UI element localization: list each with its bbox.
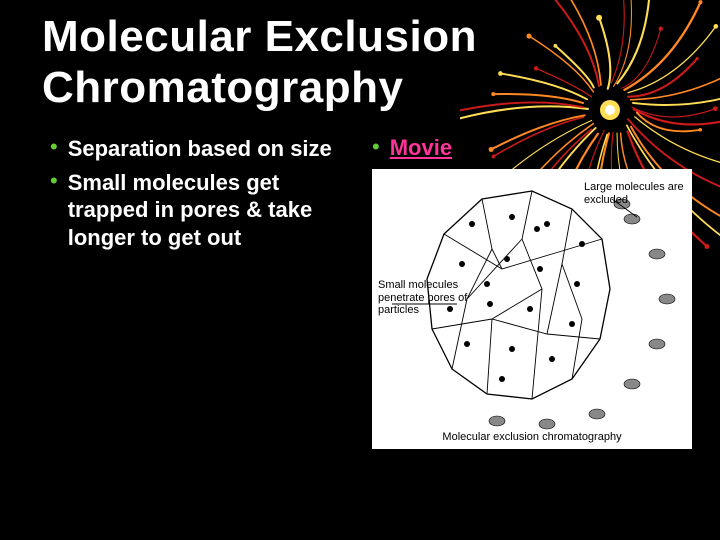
diagram-label-small: Small molecules penetrate pores of parti…	[378, 279, 468, 317]
content-area: • Separation based on size • Small molec…	[0, 113, 720, 449]
bullet-item: • Small molecules get trapped in pores &…	[50, 169, 360, 252]
bullet-icon: •	[50, 135, 58, 159]
bullet-icon: •	[372, 135, 380, 159]
diagram-caption: Molecular exclusion chromatography	[372, 431, 692, 444]
slide-title: Molecular Exclusion Chromatography	[0, 0, 720, 113]
exclusion-diagram: Large molecules are excluded Small molec…	[372, 169, 692, 449]
bullet-item: • Separation based on size	[50, 135, 360, 163]
diagram-label-large: Large molecules are excluded	[584, 181, 684, 206]
bullet-icon: •	[50, 169, 58, 193]
bullet-text: Small molecules get trapped in pores & t…	[68, 169, 360, 252]
bullet-item: • Movie	[372, 135, 700, 161]
movie-link[interactable]: Movie	[390, 135, 452, 161]
bullet-text: Separation based on size	[68, 135, 332, 163]
right-column: • Movie Large molecules are excluded Sma…	[360, 135, 700, 449]
left-column: • Separation based on size • Small molec…	[50, 135, 360, 449]
